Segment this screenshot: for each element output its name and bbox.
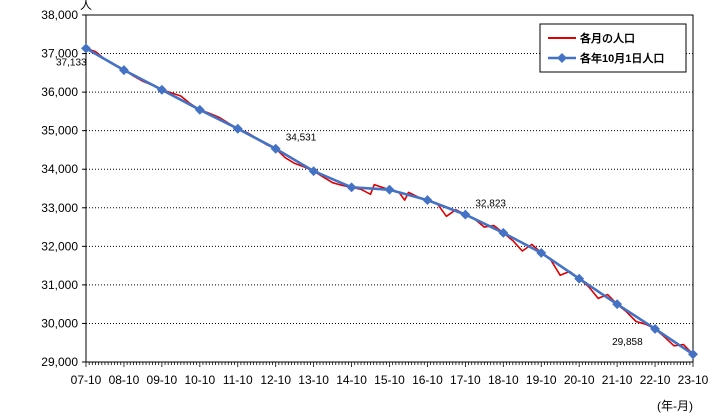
y-tick-label: 31,000 <box>41 278 78 292</box>
yearly-marker <box>233 124 243 134</box>
x-tick-label: 13-10 <box>298 373 329 387</box>
series-lines <box>86 48 693 354</box>
x-tick-label: 19-10 <box>526 373 557 387</box>
x-tick-label: 22-10 <box>640 373 671 387</box>
x-tick-label: 23-10 <box>678 373 709 387</box>
yearly-marker <box>81 43 91 53</box>
yearly-marker <box>422 195 432 205</box>
yearly-marker <box>347 182 357 192</box>
data-label: 32,823 <box>475 199 506 210</box>
x-tick-label: 07-10 <box>71 373 102 387</box>
yearly-marker <box>195 105 205 115</box>
x-tick-label: 17-10 <box>450 373 481 387</box>
y-unit-label: 人 <box>80 0 92 12</box>
data-label: 37,133 <box>56 57 87 68</box>
y-tick-label: 35,000 <box>41 124 78 138</box>
y-tick-label: 38,000 <box>41 8 78 22</box>
y-tick-label: 30,000 <box>41 316 78 330</box>
data-label: 34,531 <box>286 133 317 144</box>
legend: 各月の人口 各年10月1日人口 <box>540 24 686 72</box>
series-markers <box>81 43 698 359</box>
x-tick-label: 12-10 <box>260 373 291 387</box>
y-tick-label: 36,000 <box>41 85 78 99</box>
x-tick-label: 11-10 <box>223 373 253 387</box>
legend-label-monthly: 各月の人口 <box>579 31 635 45</box>
x-unit-label: (年-月) <box>657 399 693 413</box>
yearly-marker <box>460 210 470 220</box>
x-tick-label: 09-10 <box>147 373 178 387</box>
x-tick-label: 15-10 <box>374 373 405 387</box>
x-tick-label: 14-10 <box>336 373 367 387</box>
y-tick-label: 34,000 <box>41 162 78 176</box>
x-minor-ticks <box>86 362 693 367</box>
x-tick-label: 16-10 <box>412 373 443 387</box>
x-tick-label: 18-10 <box>488 373 519 387</box>
data-annotations: 37,133 34,531 32,823 29,858 <box>56 57 643 347</box>
x-tick-label: 08-10 <box>109 373 140 387</box>
y-tick-label: 33,000 <box>41 201 78 215</box>
x-tick-labels: 07-10 08-10 09-10 10-10 11-10 12-10 13-10 14-10… <box>71 373 709 387</box>
x-tick-label: 21-10 <box>602 373 633 387</box>
legend-label-yearly: 各年10月1日人口 <box>579 51 664 65</box>
series-monthly-line <box>86 48 693 354</box>
yearly-marker <box>157 85 167 95</box>
x-tick-label: 10-10 <box>184 373 215 387</box>
y-tick-label: 29,000 <box>41 355 78 369</box>
data-label: 29,858 <box>612 337 643 348</box>
x-tick-label: 20-10 <box>564 373 595 387</box>
y-tick-label: 32,000 <box>41 239 78 253</box>
yearly-marker <box>385 185 395 195</box>
